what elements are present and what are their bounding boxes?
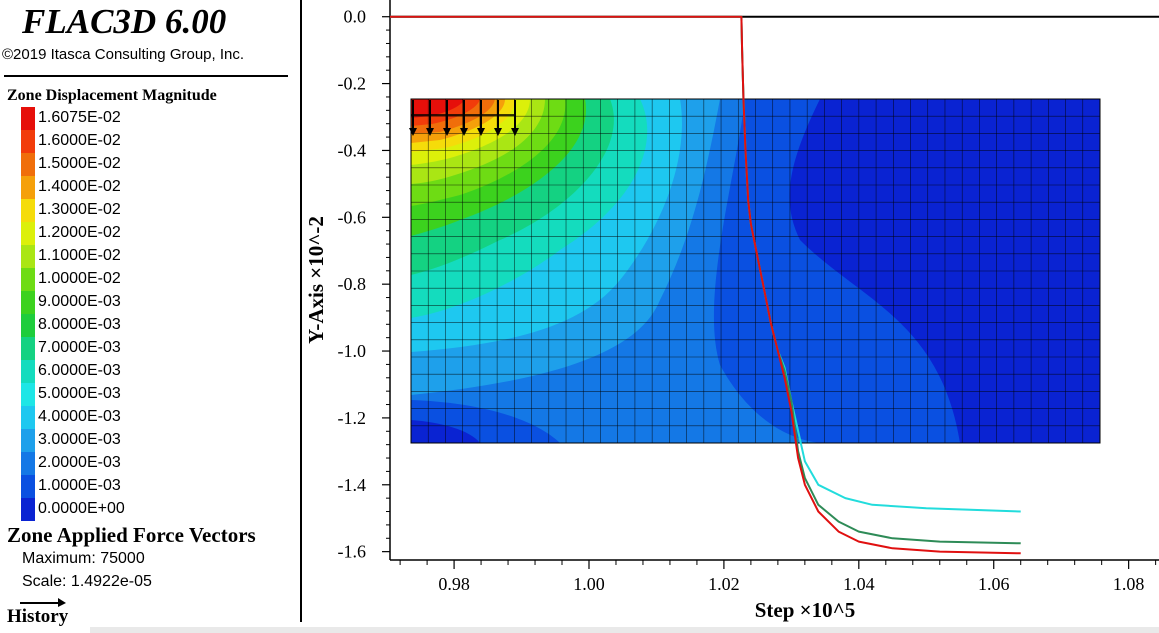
force-vectors bbox=[409, 100, 519, 136]
legend-label: 7.0000E-03 bbox=[38, 339, 121, 356]
force-arrowhead bbox=[511, 128, 519, 136]
history-title: History bbox=[7, 606, 69, 627]
y-tick-label: -0.2 bbox=[338, 74, 367, 94]
legend-label: 1.5000E-02 bbox=[38, 155, 121, 172]
y-axis-label: Y-Axis ×10^-2 bbox=[304, 216, 328, 344]
axes bbox=[389, 0, 1159, 561]
legend-swatch bbox=[21, 452, 35, 475]
x-tick-label: 0.98 bbox=[438, 574, 470, 594]
legend-swatch bbox=[21, 176, 35, 199]
x-tick-label: 1.06 bbox=[978, 574, 1010, 594]
y-tick-label: -0.4 bbox=[338, 140, 367, 160]
legend-swatch bbox=[21, 245, 35, 268]
y-tick-label: 0.0 bbox=[344, 7, 367, 27]
y-tick-label: -1.0 bbox=[338, 341, 367, 361]
horizontal-scrollbar[interactable] bbox=[90, 627, 1159, 633]
copyright-text: ©2019 Itasca Consulting Group, Inc. bbox=[2, 46, 245, 63]
y-tick-label: -1.2 bbox=[338, 408, 367, 428]
panel-divider bbox=[300, 0, 302, 622]
legend-swatch bbox=[21, 107, 35, 130]
history-series bbox=[390, 15, 1159, 555]
legend-panel: FLAC3D 6.00 ©2019 Itasca Consulting Grou… bbox=[0, 0, 300, 633]
legend-swatch bbox=[21, 337, 35, 360]
x-tick-label: 1.08 bbox=[1113, 574, 1145, 594]
vectors-title: Zone Applied Force Vectors bbox=[7, 523, 256, 547]
vectors-scale: Scale: 1.4922e-05 bbox=[22, 573, 152, 590]
app-title: FLAC3D 6.00 bbox=[22, 2, 227, 41]
x-axis-label: Step ×10^5 bbox=[755, 598, 856, 622]
model-boundary bbox=[410, 98, 1101, 444]
legend-label: 6.0000E-03 bbox=[38, 362, 121, 379]
vector-arrow-icon bbox=[20, 598, 66, 607]
zone-mesh bbox=[411, 99, 1100, 443]
vectors-maximum: Maximum: 75000 bbox=[22, 550, 145, 567]
legend-label: 1.4000E-02 bbox=[38, 178, 121, 195]
legend-swatch bbox=[21, 360, 35, 383]
legend-swatch bbox=[21, 498, 35, 521]
legend-swatch bbox=[21, 475, 35, 498]
force-arrowhead bbox=[443, 128, 451, 136]
legend-label: 1.2000E-02 bbox=[38, 224, 121, 241]
force-arrowhead bbox=[460, 128, 468, 136]
y-tick-label: -0.8 bbox=[338, 274, 367, 294]
legend-label: 8.0000E-03 bbox=[38, 316, 121, 333]
legend-label: 1.0000E-03 bbox=[38, 477, 121, 494]
legend-label: 2.0000E-03 bbox=[38, 454, 121, 471]
legend-swatch bbox=[21, 429, 35, 452]
legend-label: 1.6000E-02 bbox=[38, 132, 121, 149]
tick-labels: 0.0 -0.2 -0.4 -0.6 -0.8 -1.0 -1.2 -1.4 -1.6 0.98 1… bbox=[338, 7, 1157, 594]
legend-label: 1.0000E-02 bbox=[38, 270, 121, 287]
legend-label: 4.0000E-03 bbox=[38, 408, 121, 425]
legend-label: 1.6075E-02 bbox=[38, 109, 121, 126]
force-arrowhead bbox=[426, 128, 434, 136]
legend-swatch bbox=[21, 130, 35, 153]
y-tick-label: -1.4 bbox=[338, 475, 367, 495]
x-tick-label: 1.04 bbox=[843, 574, 875, 594]
y-tick-label: -0.6 bbox=[338, 207, 367, 227]
legend-label: 5.0000E-03 bbox=[38, 385, 121, 402]
legend-swatch bbox=[21, 291, 35, 314]
legend-divider bbox=[4, 75, 288, 77]
legend-swatch bbox=[21, 268, 35, 291]
legend-swatch bbox=[21, 314, 35, 337]
legend-label: 1.3000E-02 bbox=[38, 201, 121, 218]
legend-label: 1.1000E-02 bbox=[38, 247, 121, 264]
force-arrowhead bbox=[477, 128, 485, 136]
x-tick-label: 1.00 bbox=[573, 574, 605, 594]
x-tick-label: 1.02 bbox=[708, 574, 740, 594]
legend-label: 0.0000E+00 bbox=[38, 500, 125, 517]
legend-label: 9.0000E-03 bbox=[38, 293, 121, 310]
legend-swatch bbox=[21, 222, 35, 245]
legend-title: Zone Displacement Magnitude bbox=[7, 87, 217, 104]
force-arrowhead bbox=[409, 128, 417, 136]
legend-label: 3.0000E-03 bbox=[38, 431, 121, 448]
legend-swatch bbox=[21, 153, 35, 176]
legend-swatch bbox=[21, 383, 35, 406]
legend-swatch bbox=[21, 199, 35, 222]
series-line-history-red bbox=[390, 15, 1021, 555]
y-tick-label: -1.6 bbox=[338, 542, 367, 562]
legend-swatch bbox=[21, 406, 35, 429]
force-arrowhead bbox=[494, 128, 502, 136]
